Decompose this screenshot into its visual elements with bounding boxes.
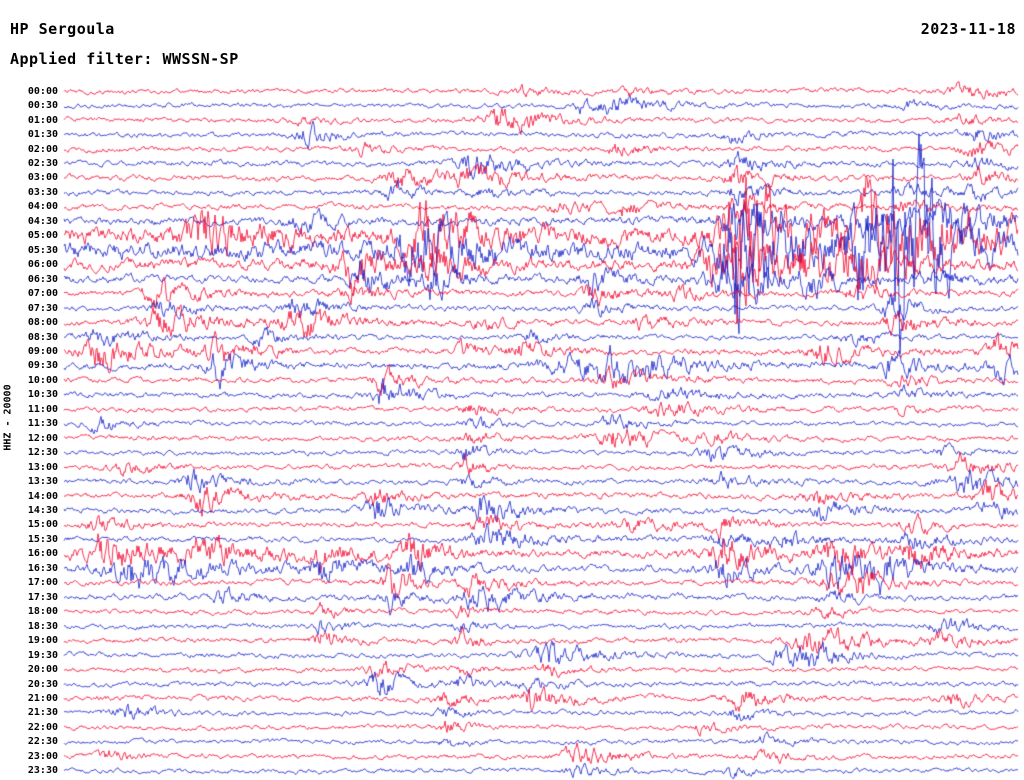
seismogram-traces-canvas	[0, 0, 1024, 780]
helicorder-page: HP Sergoula 2023-11-18 Applied filter: W…	[0, 0, 1024, 780]
